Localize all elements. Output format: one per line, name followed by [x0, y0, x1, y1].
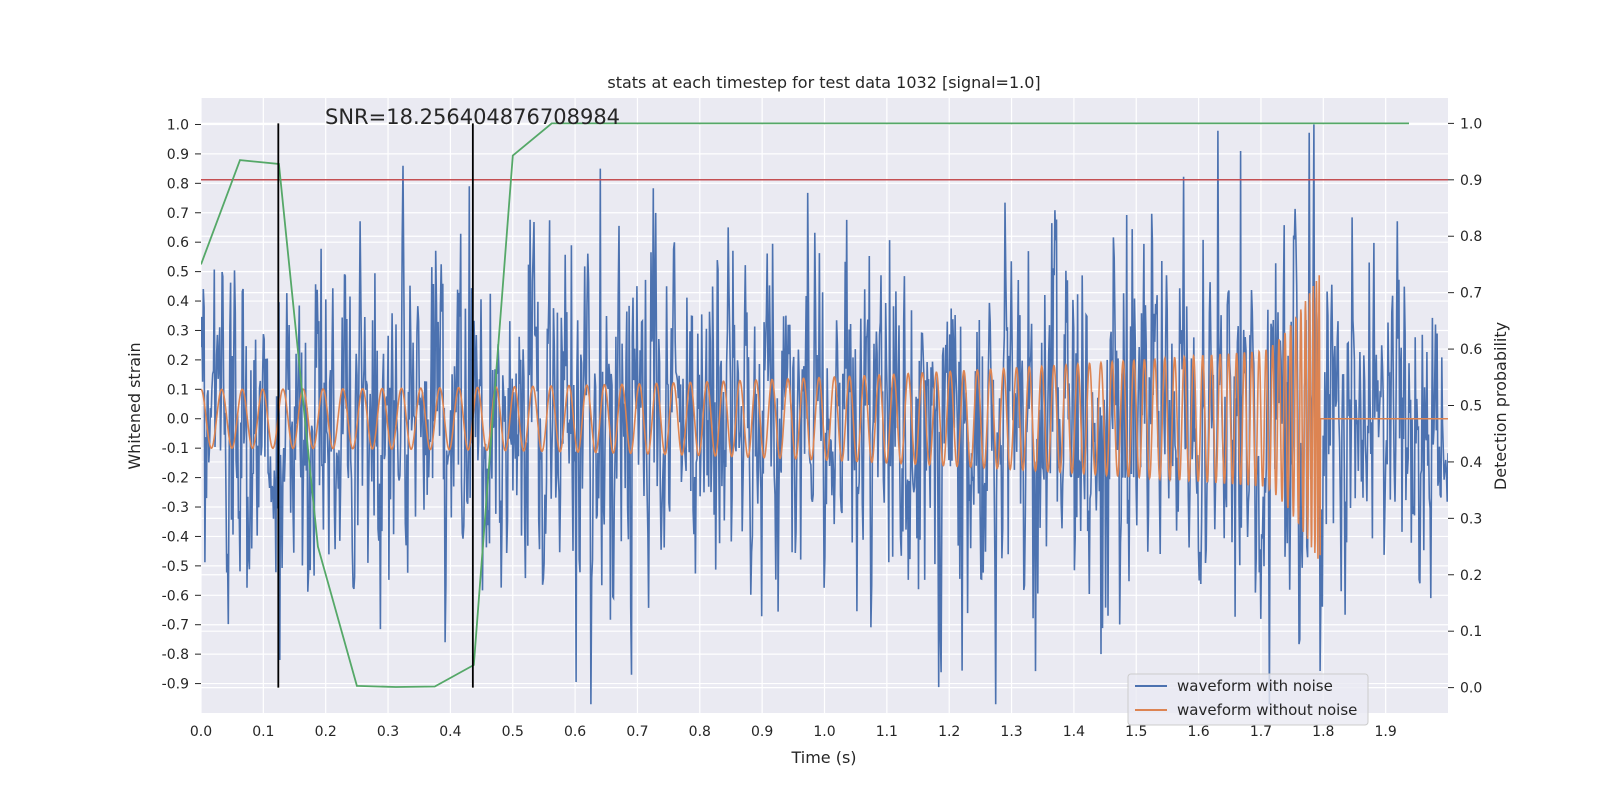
- y2-tick-label: 0.2: [1460, 568, 1482, 584]
- y2-tick-label: 0.3: [1460, 511, 1482, 527]
- y-tick-label: -0.1: [162, 441, 189, 457]
- y-tick-label: 1.0: [167, 117, 189, 133]
- x-tick-label: 1.6: [1187, 724, 1209, 740]
- legend-label-waveform-with-noise: waveform with noise: [1177, 677, 1333, 695]
- y-tick-label: -0.7: [162, 618, 189, 634]
- y-axis-label: Whitened strain: [125, 342, 144, 469]
- y-tick-label: -0.8: [162, 647, 189, 663]
- y2-tick-label: 0.1: [1460, 624, 1482, 640]
- y-tick-label: 0.0: [167, 412, 189, 428]
- series-line-waveform-with-noise: [201, 124, 1448, 705]
- x-tick-label: 0.7: [626, 724, 648, 740]
- y2-tick-label: 0.8: [1460, 229, 1482, 245]
- snr-annotation: SNR=18.256404876708984: [325, 105, 620, 129]
- x-tick-label: 1.1: [876, 724, 898, 740]
- x-axis-label: Time (s): [790, 748, 856, 767]
- y-tick-label: 0.7: [167, 206, 189, 222]
- x-tick-label: 1.4: [1063, 724, 1085, 740]
- x-tick-label: 0.5: [502, 724, 524, 740]
- x-tick-label: 0.8: [689, 724, 711, 740]
- y-tick-label: 0.2: [167, 353, 189, 369]
- x-tick-label: 1.0: [813, 724, 835, 740]
- y-tick-label: 0.6: [167, 235, 189, 251]
- y2-tick-label: 0.5: [1460, 399, 1482, 415]
- vertical-markers: [277, 123, 474, 688]
- x-tick-label: 1.3: [1000, 724, 1022, 740]
- y2-axis-label: Detection probability: [1491, 322, 1510, 490]
- y-tick-label: -0.3: [162, 500, 189, 516]
- y2-tick-label: 0.4: [1460, 455, 1482, 471]
- y-tick-label: -0.6: [162, 588, 189, 604]
- x-tick-label: 0.9: [751, 724, 773, 740]
- y-axis-ticks: 1.0 0.9 0.8 0.7 0.6 0.5 0.4 0.3 0.2 0.1 0.0 -0.1 -0.…: [162, 117, 201, 693]
- y-tick-label: -0.2: [162, 471, 189, 487]
- y-tick-label: 0.5: [167, 265, 189, 281]
- y2-tick-label: 0.9: [1460, 173, 1482, 189]
- chart-title: stats at each timestep for test data 103…: [607, 73, 1040, 92]
- x-tick-label: 1.9: [1375, 724, 1397, 740]
- x-tick-label: 0.4: [439, 724, 461, 740]
- x-tick-label: 1.8: [1312, 724, 1334, 740]
- series-line-waveform-without-noise: [201, 275, 1448, 559]
- x-tick-label: 1.2: [938, 724, 960, 740]
- y-tick-label: 0.1: [167, 382, 189, 398]
- legend-label-waveform-without-noise: waveform without noise: [1177, 701, 1357, 719]
- x-tick-label: 0.3: [377, 724, 399, 740]
- y-tick-label: 0.8: [167, 176, 189, 192]
- x-tick-label: 0.1: [252, 724, 274, 740]
- x-tick-label: 0.2: [315, 724, 337, 740]
- y-tick-label: -0.4: [162, 529, 189, 545]
- y2-tick-label: 0.6: [1460, 342, 1482, 358]
- y2-tick-label: 1.0: [1460, 116, 1482, 132]
- x-tick-label: 1.7: [1250, 724, 1272, 740]
- x-tick-label: 0.6: [564, 724, 586, 740]
- y2-tick-label: 0.7: [1460, 286, 1482, 302]
- y-tick-label: -0.5: [162, 559, 189, 575]
- x-tick-label: 0.0: [190, 724, 212, 740]
- y-tick-label: 0.3: [167, 323, 189, 339]
- y2-axis-ticks: 1.0 0.9 0.8 0.7 0.6 0.5 0.4 0.3 0.2 0.1 0.0: [1448, 116, 1482, 697]
- y-tick-label: 0.9: [167, 147, 189, 163]
- x-axis-ticks: 0.0 0.1 0.2 0.3 0.4 0.5 0.6 0.7 0.8 0.9 1.0 1.1 1.2 1…: [190, 724, 1397, 740]
- legend: waveform with noise waveform without noi…: [1127, 673, 1369, 726]
- y2-tick-label: 0.0: [1460, 681, 1482, 697]
- y-tick-label: -0.9: [162, 677, 189, 693]
- legend-box: [1127, 673, 1369, 726]
- x-tick-label: 1.5: [1125, 724, 1147, 740]
- series-line-detection-probability: [201, 122, 1409, 688]
- y-tick-label: 0.4: [167, 294, 189, 310]
